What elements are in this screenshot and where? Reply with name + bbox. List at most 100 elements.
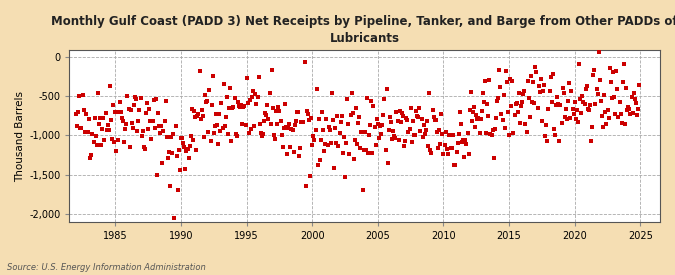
- Point: [537, 89, 548, 94]
- Point: [155, 131, 165, 135]
- Point: [181, 148, 192, 153]
- Point: [371, 117, 382, 121]
- Point: [439, 143, 450, 147]
- Point: [608, 69, 618, 74]
- Point: [546, 100, 557, 105]
- Point: [318, 128, 329, 132]
- Point: [89, 116, 100, 120]
- Point: [294, 154, 304, 158]
- Point: [569, 100, 580, 104]
- Point: [630, 100, 641, 105]
- Point: [360, 148, 371, 152]
- Point: [489, 127, 500, 131]
- Point: [244, 98, 255, 102]
- Point: [82, 130, 92, 134]
- Point: [298, 120, 309, 124]
- Point: [524, 115, 535, 120]
- Point: [87, 131, 98, 136]
- Point: [342, 97, 352, 101]
- Point: [621, 86, 632, 90]
- Point: [385, 120, 396, 125]
- Point: [514, 90, 524, 95]
- Point: [114, 100, 125, 104]
- Point: [273, 104, 284, 109]
- Point: [178, 141, 188, 145]
- Point: [98, 115, 109, 120]
- Point: [472, 117, 483, 122]
- Point: [76, 125, 87, 130]
- Point: [313, 117, 324, 121]
- Point: [389, 134, 400, 139]
- Point: [565, 116, 576, 120]
- Point: [156, 123, 167, 128]
- Point: [138, 145, 149, 150]
- Point: [250, 92, 261, 97]
- Point: [575, 97, 586, 101]
- Point: [498, 93, 509, 97]
- Point: [128, 102, 139, 107]
- Point: [581, 84, 592, 88]
- Point: [529, 100, 539, 105]
- Point: [526, 100, 537, 104]
- Point: [190, 115, 200, 119]
- Point: [385, 115, 396, 119]
- Point: [613, 115, 624, 119]
- Point: [111, 149, 122, 153]
- Point: [441, 147, 452, 152]
- Point: [246, 127, 256, 131]
- Point: [626, 95, 637, 100]
- Point: [406, 140, 417, 144]
- Point: [240, 122, 251, 127]
- Point: [213, 141, 223, 146]
- Point: [74, 94, 84, 98]
- Point: [275, 119, 286, 123]
- Point: [97, 127, 107, 131]
- Point: [502, 80, 512, 85]
- Point: [107, 136, 117, 141]
- Point: [368, 104, 379, 109]
- Point: [578, 100, 589, 104]
- Point: [323, 125, 334, 130]
- Point: [517, 100, 528, 104]
- Point: [356, 130, 367, 134]
- Point: [615, 112, 626, 116]
- Point: [78, 107, 89, 112]
- Point: [625, 112, 636, 116]
- Point: [267, 68, 277, 73]
- Point: [119, 140, 130, 145]
- Point: [154, 123, 165, 128]
- Point: [364, 123, 375, 127]
- Point: [421, 127, 431, 132]
- Point: [255, 131, 266, 135]
- Point: [186, 134, 196, 138]
- Point: [284, 122, 295, 127]
- Point: [277, 145, 288, 149]
- Point: [319, 148, 329, 153]
- Point: [627, 111, 638, 116]
- Point: [148, 97, 159, 102]
- Point: [135, 96, 146, 100]
- Point: [80, 111, 91, 116]
- Point: [307, 143, 318, 147]
- Point: [611, 68, 622, 73]
- Point: [590, 102, 601, 107]
- Point: [434, 128, 445, 132]
- Point: [134, 108, 145, 112]
- Point: [462, 131, 473, 136]
- Point: [454, 131, 464, 136]
- Point: [514, 121, 525, 125]
- Point: [151, 172, 162, 177]
- Point: [634, 82, 645, 87]
- Point: [189, 109, 200, 113]
- Point: [606, 96, 617, 101]
- Point: [496, 112, 507, 116]
- Point: [238, 105, 248, 110]
- Point: [516, 104, 526, 109]
- Point: [90, 134, 101, 138]
- Point: [281, 125, 292, 130]
- Point: [380, 148, 391, 152]
- Point: [267, 106, 278, 110]
- Point: [232, 133, 242, 138]
- Point: [279, 102, 290, 106]
- Point: [452, 141, 463, 145]
